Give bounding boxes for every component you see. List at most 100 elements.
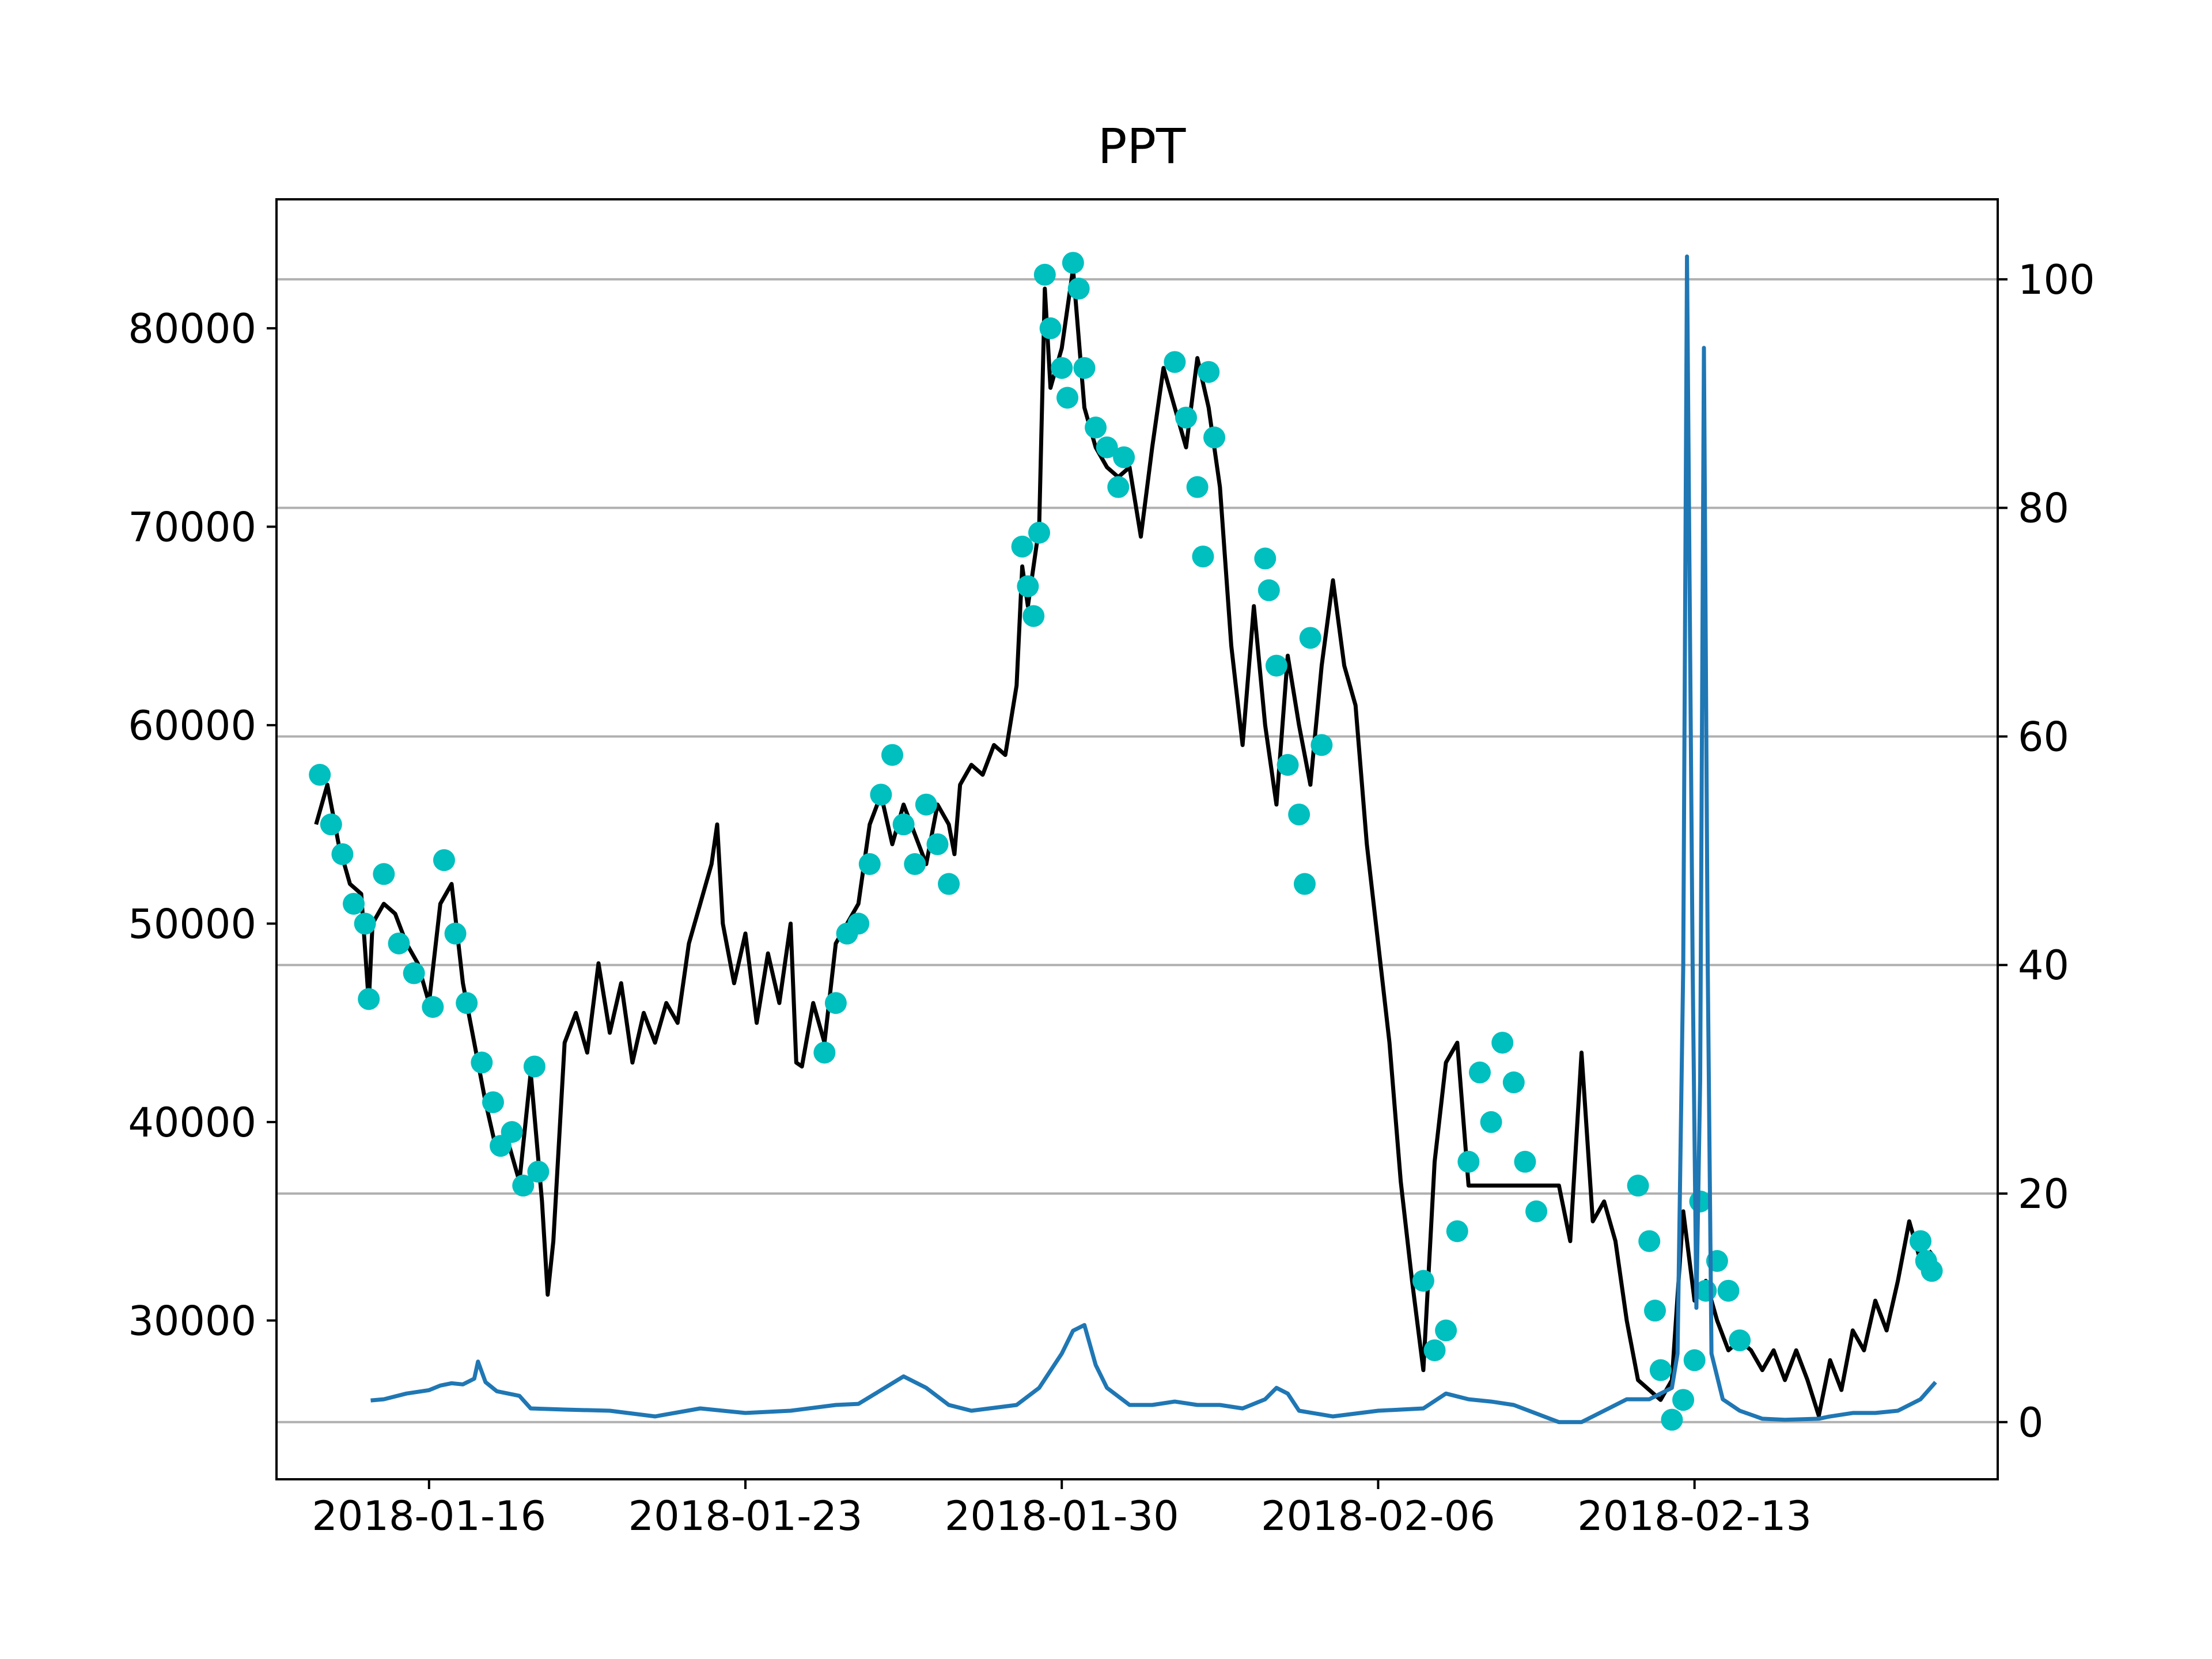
series-group xyxy=(309,252,1943,1431)
x-tick-label: 2018-02-13 xyxy=(1577,1493,1812,1540)
price-marker xyxy=(1480,1111,1502,1133)
price-marker xyxy=(1293,873,1316,895)
grid xyxy=(276,278,1998,1423)
price-marker xyxy=(1649,1359,1672,1381)
price-marker xyxy=(403,962,425,984)
price-marker xyxy=(1033,263,1056,286)
price-marker xyxy=(320,813,342,836)
price-marker xyxy=(1672,1389,1695,1411)
y-right-tick-label: 60 xyxy=(2018,713,2069,760)
price-marker xyxy=(1198,361,1220,383)
price-marker xyxy=(904,853,926,876)
price-marker xyxy=(1491,1032,1514,1054)
price-marker xyxy=(1073,357,1096,379)
price-marker xyxy=(354,912,376,935)
price-marker xyxy=(501,1121,523,1143)
y-right-tick-label: 20 xyxy=(2018,1171,2069,1218)
price-marker xyxy=(1254,547,1277,570)
price-marker xyxy=(1514,1150,1536,1173)
price-marker xyxy=(1175,406,1197,429)
price-marker xyxy=(1299,627,1321,649)
y-left-tick-label: 80000 xyxy=(128,305,256,353)
price-marker xyxy=(881,744,904,766)
price-marker xyxy=(1683,1349,1706,1372)
price-marker xyxy=(1164,351,1186,373)
price-marker xyxy=(1265,654,1287,677)
price-marker xyxy=(1107,476,1130,498)
price-marker xyxy=(433,849,455,872)
price-marker xyxy=(1909,1230,1931,1252)
y-right-tick-label: 100 xyxy=(2018,256,2095,304)
price-marker xyxy=(1277,753,1299,776)
price-marker xyxy=(512,1175,535,1197)
price-marker xyxy=(309,764,331,786)
price-marker xyxy=(1717,1279,1740,1302)
price-marker xyxy=(1085,416,1107,439)
price-marker xyxy=(1457,1150,1480,1173)
y-left-tick-label: 40000 xyxy=(128,1099,256,1146)
price-marker xyxy=(1288,803,1310,825)
price-marker xyxy=(858,853,881,876)
x-tick-label: 2018-01-23 xyxy=(628,1493,863,1540)
price-marker xyxy=(892,813,915,836)
x-tick-label: 2018-01-30 xyxy=(945,1493,1179,1540)
price-marker xyxy=(926,833,949,855)
price-marker xyxy=(1257,579,1280,601)
price-marker xyxy=(1525,1200,1548,1222)
price-marker xyxy=(1502,1071,1525,1094)
price-marker xyxy=(824,992,847,1014)
price-marker xyxy=(1435,1319,1457,1342)
price-marker xyxy=(1423,1339,1446,1362)
price-marker xyxy=(1468,1061,1491,1084)
price-marker xyxy=(1638,1230,1661,1252)
price-marker xyxy=(1186,476,1209,498)
price-marker xyxy=(1644,1300,1666,1322)
price-marker xyxy=(1203,426,1226,449)
price-marker xyxy=(1192,546,1214,568)
price-marker xyxy=(422,996,444,1018)
price-marker xyxy=(1039,317,1062,339)
plot-area xyxy=(309,252,1943,1431)
price-marker xyxy=(1022,605,1045,627)
price-marker xyxy=(1096,436,1118,459)
price-marker xyxy=(388,932,410,955)
price-marker xyxy=(373,863,395,885)
price-marker xyxy=(847,912,870,935)
price-marker xyxy=(1113,446,1135,468)
price-marker xyxy=(1310,734,1333,756)
price-marker xyxy=(471,1051,493,1074)
price-marker xyxy=(1011,535,1033,558)
price-marker xyxy=(1412,1270,1434,1292)
price-marker xyxy=(1067,278,1090,300)
price-marker xyxy=(813,1041,836,1064)
price-marker xyxy=(1062,252,1084,274)
price-marker xyxy=(938,873,960,895)
secondary-series-line xyxy=(370,254,1937,1425)
y-right-tick-label: 40 xyxy=(2018,942,2069,989)
price-marker xyxy=(1017,575,1039,597)
price-marker xyxy=(482,1091,504,1113)
price-marker xyxy=(444,922,467,945)
y-left-tick-label: 60000 xyxy=(128,702,256,749)
axes: 2018-01-16 2018-01-23 2018-01-30 2018-02-06… xyxy=(128,198,2095,1540)
chart-title: PPT xyxy=(1098,118,1186,175)
y-left-tick-label: 30000 xyxy=(128,1297,256,1344)
x-tick-label: 2018-01-16 xyxy=(312,1493,546,1540)
plot-frame xyxy=(275,198,1999,1480)
price-marker xyxy=(331,843,354,865)
x-tick-label: 2018-02-06 xyxy=(1261,1493,1495,1540)
price-marker xyxy=(1627,1175,1649,1197)
price-marker xyxy=(523,1055,546,1078)
price-marker xyxy=(915,793,937,816)
price-marker xyxy=(1056,387,1079,409)
price-marker xyxy=(1921,1260,1943,1282)
price-marker xyxy=(1729,1329,1751,1351)
price-marker xyxy=(1028,521,1051,544)
y-right-tick-label: 0 xyxy=(2018,1399,2044,1446)
price-marker xyxy=(1661,1408,1683,1431)
price-marker xyxy=(1051,357,1073,379)
price-line xyxy=(314,267,1933,1418)
price-marker xyxy=(358,988,380,1010)
price-marker xyxy=(343,892,365,915)
